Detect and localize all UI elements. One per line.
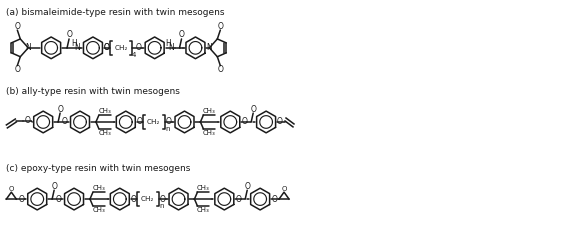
Text: (c) epoxy-type resin with twin mesogens: (c) epoxy-type resin with twin mesogens (6, 164, 191, 174)
Text: N: N (169, 43, 175, 52)
Text: O: O (51, 182, 57, 191)
Text: O: O (57, 105, 63, 114)
Text: H: H (166, 39, 172, 48)
Text: O: O (131, 195, 137, 204)
Text: CH₃: CH₃ (197, 207, 210, 213)
Text: O: O (14, 65, 20, 74)
Text: N: N (26, 43, 31, 52)
Text: O: O (104, 43, 110, 52)
Text: O: O (61, 118, 67, 126)
Text: O: O (277, 118, 283, 126)
Text: O: O (166, 118, 172, 126)
Text: O: O (179, 31, 184, 39)
Text: (a) bismaleimide-type resin with twin mesogens: (a) bismaleimide-type resin with twin me… (6, 8, 225, 17)
Text: O: O (218, 22, 223, 31)
Text: CH₃: CH₃ (99, 130, 111, 136)
Text: O: O (9, 186, 14, 192)
Text: N: N (74, 43, 80, 52)
Text: CH₃: CH₃ (203, 108, 216, 114)
Text: O: O (14, 22, 20, 31)
Text: O: O (160, 195, 165, 204)
Text: O: O (66, 31, 72, 39)
Text: O: O (218, 65, 223, 74)
Text: CH₂: CH₂ (147, 119, 160, 125)
Text: O: O (271, 195, 277, 204)
Text: O: O (281, 186, 287, 192)
Text: O: O (137, 118, 143, 126)
Text: O: O (19, 195, 24, 204)
Text: O: O (55, 195, 61, 204)
Text: O: O (241, 118, 247, 126)
Text: n: n (160, 203, 164, 209)
Text: CH₃: CH₃ (93, 185, 106, 191)
Text: CH₃: CH₃ (197, 185, 210, 191)
Text: H: H (71, 39, 77, 48)
Text: O: O (104, 43, 110, 52)
Text: O: O (24, 116, 30, 125)
Text: CH₂: CH₂ (141, 196, 154, 202)
Text: N: N (206, 43, 212, 52)
Text: n: n (165, 126, 170, 132)
Text: CH₂: CH₂ (114, 45, 128, 51)
Text: CH₃: CH₃ (93, 207, 106, 213)
Text: (b) ally-type resin with twin mesogens: (b) ally-type resin with twin mesogens (6, 87, 180, 96)
Text: CH₃: CH₃ (99, 108, 111, 114)
Text: O: O (250, 105, 256, 114)
Text: O: O (235, 195, 241, 204)
Text: 4: 4 (132, 52, 136, 58)
Text: CH₃: CH₃ (203, 130, 216, 136)
Text: O: O (244, 182, 250, 191)
Text: O: O (136, 43, 142, 52)
